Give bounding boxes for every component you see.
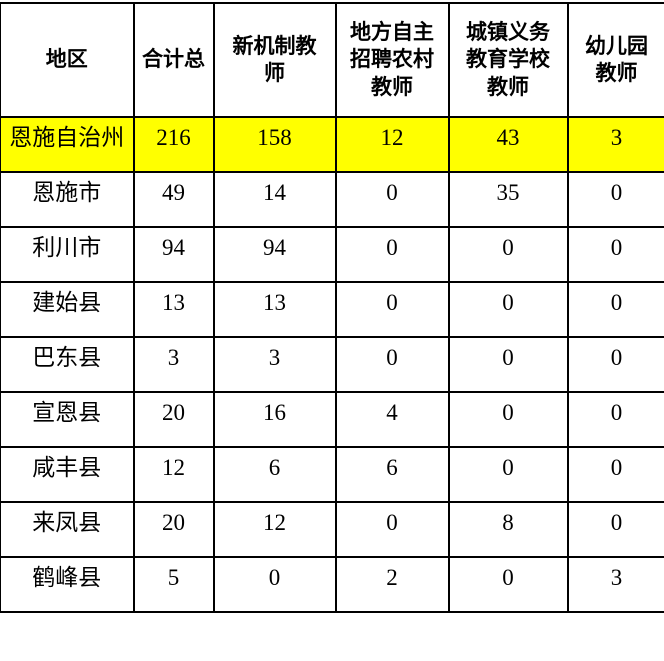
value-cell: 94: [212, 226, 337, 283]
value-cell: 0: [566, 171, 664, 228]
region-cell: 咸丰县: [0, 446, 135, 503]
table-row: 巴东县 3 3 0 0 0: [0, 336, 664, 393]
value-cell: 20: [132, 501, 215, 558]
teacher-recruitment-table: 地区 合计总 新机制教 师地方自主 招聘农村 教师 城镇义务 教育学校 教师 幼儿园 教…: [0, 2, 664, 613]
value-cell: 0: [447, 556, 569, 613]
value-cell: 3: [132, 336, 215, 393]
value-cell: 6: [212, 446, 337, 503]
value-cell: 16: [212, 391, 337, 448]
value-cell: 0: [566, 446, 664, 503]
value-cell: 0: [566, 226, 664, 283]
value-cell: 94: [132, 226, 215, 283]
column-header: 合计总: [132, 2, 215, 118]
column-header: 新机制教 师: [212, 2, 337, 118]
value-cell: 0: [334, 171, 450, 228]
value-cell: 20: [132, 391, 215, 448]
value-cell: 0: [212, 556, 337, 613]
value-cell: 0: [447, 391, 569, 448]
value-cell: 14: [212, 171, 337, 228]
region-cell: 巴东县: [0, 336, 135, 393]
value-cell: 0: [447, 226, 569, 283]
value-cell: 6: [334, 446, 450, 503]
value-cell: 12: [132, 446, 215, 503]
value-cell: 12: [212, 501, 337, 558]
column-header: 地方自主 招聘农村 教师: [334, 2, 450, 118]
column-header-region: 地区: [0, 2, 135, 118]
value-cell: 0: [447, 446, 569, 503]
value-cell: 35: [447, 171, 569, 228]
header-row: 地区 合计总 新机制教 师地方自主 招聘农村 教师 城镇义务 教育学校 教师 幼儿园 教…: [0, 2, 664, 118]
value-cell: 0: [566, 391, 664, 448]
value-cell: 3: [566, 556, 664, 613]
region-cell: 恩施自治州: [0, 116, 135, 173]
table-row: 建始县 13 13 0 0 0: [0, 281, 664, 338]
table-row: 宣恩县 20 16 4 0 0: [0, 391, 664, 448]
value-cell: 8: [447, 501, 569, 558]
column-header: 城镇义务 教育学校 教师: [447, 2, 569, 118]
value-cell: 0: [334, 501, 450, 558]
value-cell: 0: [334, 226, 450, 283]
value-cell: 4: [334, 391, 450, 448]
value-cell: 5: [132, 556, 215, 613]
region-cell: 建始县: [0, 281, 135, 338]
table-row: 来凤县 20 12 0 8 0: [0, 501, 664, 558]
value-cell: 49: [132, 171, 215, 228]
region-cell: 来凤县: [0, 501, 135, 558]
table-row: 利川市 94 94 0 0 0: [0, 226, 664, 283]
value-cell: 3: [566, 116, 664, 173]
value-cell: 158: [212, 116, 337, 173]
value-cell: 0: [447, 281, 569, 338]
table-row: 鹤峰县 5 0 2 0 3: [0, 556, 664, 613]
value-cell: 3: [212, 336, 337, 393]
region-cell: 利川市: [0, 226, 135, 283]
value-cell: 0: [334, 281, 450, 338]
value-cell: 0: [447, 336, 569, 393]
region-cell: 恩施市: [0, 171, 135, 228]
value-cell: 12: [334, 116, 450, 173]
region-cell: 鹤峰县: [0, 556, 135, 613]
value-cell: 216: [132, 116, 215, 173]
value-cell: 13: [132, 281, 215, 338]
value-cell: 2: [334, 556, 450, 613]
value-cell: 13: [212, 281, 337, 338]
region-cell: 宣恩县: [0, 391, 135, 448]
value-cell: 0: [334, 336, 450, 393]
value-cell: 43: [447, 116, 569, 173]
value-cell: 0: [566, 501, 664, 558]
value-cell: 0: [566, 281, 664, 338]
value-cell: 0: [566, 336, 664, 393]
table-row: 咸丰县 12 6 6 0 0: [0, 446, 664, 503]
table-row: 恩施市 49 14 0 35 0: [0, 171, 664, 228]
table-row-highlighted: 恩施自治州 216 158 12 43 3: [0, 116, 664, 173]
column-header: 幼儿园 教师: [566, 2, 664, 118]
